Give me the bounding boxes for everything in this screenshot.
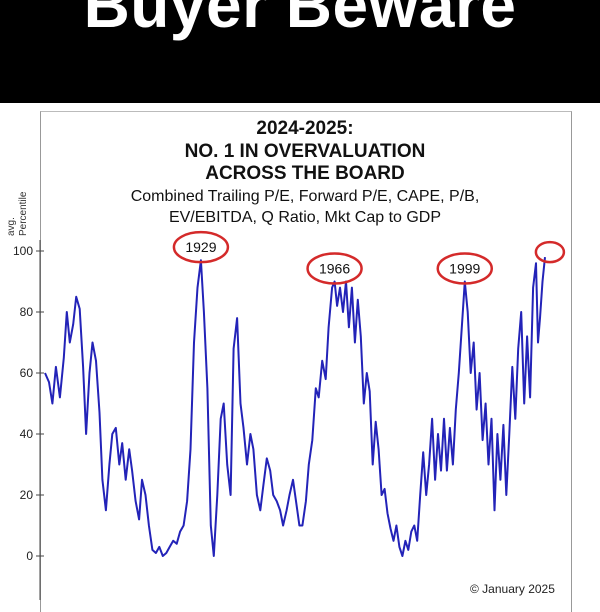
chart-title-line-3: ACROSS THE BOARD (205, 163, 405, 184)
peak-annotation: 1929 (172, 230, 230, 264)
peak-annotation (534, 240, 566, 264)
series-line (44, 256, 546, 557)
peak-annotation: 1966 (306, 252, 363, 285)
y-tick-label: 40 (20, 427, 34, 441)
annotation-circle (436, 252, 494, 285)
copyright-footer: © January 2025 (470, 582, 555, 596)
y-tick-label: 100 (13, 244, 33, 258)
banner: Buyer Beware (0, 0, 600, 103)
annotation-circle (534, 240, 566, 264)
annotation-label: 1999 (449, 261, 480, 277)
banner-title: Buyer Beware (83, 0, 517, 41)
chart-subtitle-line-1: Combined Trailing P/E, Forward P/E, CAPE… (130, 188, 480, 205)
annotation-circle (172, 230, 230, 264)
chart-title-line-1: 2024-2025: (256, 118, 354, 139)
annotation-label: 1966 (319, 261, 350, 277)
y-tick-label: 0 (26, 549, 33, 563)
annotation-label: 1929 (185, 239, 216, 255)
y-tick-label: 80 (20, 305, 34, 319)
y-tick-label: 20 (20, 488, 34, 502)
chart-title-line-2: NO. 1 IN OVERVALUATION (184, 141, 426, 162)
peak-annotation: 1999 (436, 252, 494, 285)
annotation-circle (306, 252, 363, 285)
chart-subtitle-line-2: EV/EBITDA, Q Ratio, Mkt Cap to GDP (168, 209, 442, 226)
y-tick-label: 60 (20, 366, 34, 380)
